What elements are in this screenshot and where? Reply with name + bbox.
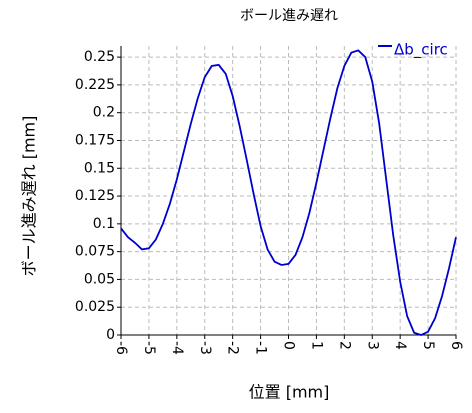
x-tick-label: 2 xyxy=(336,341,352,350)
x-tick-label: 6 xyxy=(448,341,464,350)
y-tick-label: 0.075 xyxy=(75,244,115,260)
y-tick-label: 0.25 xyxy=(84,49,115,65)
legend-label: Δb_circ xyxy=(394,41,448,60)
x-tick-label: 3 xyxy=(364,341,380,350)
x-tick-label: 5 xyxy=(420,341,436,350)
y-tick-label: 0.175 xyxy=(75,132,115,148)
data-line xyxy=(120,49,457,336)
chart-title: ボール進み遅れ xyxy=(240,8,338,24)
y-axis-label: ボール進み遅れ [mm] xyxy=(20,116,39,277)
x-tick-label: -1 xyxy=(253,341,269,355)
x-tick-label: 4 xyxy=(392,341,408,350)
y-tick-label: 0.225 xyxy=(75,77,115,93)
x-tick-label: 0 xyxy=(281,341,297,350)
x-tick-label: -3 xyxy=(197,341,213,355)
x-tick-label: -4 xyxy=(169,341,185,355)
y-tick-label: 0.125 xyxy=(75,188,115,204)
x-axis-label: 位置 [mm] xyxy=(249,383,330,402)
y-tick-label: 0.1 xyxy=(93,216,115,232)
y-tick-label: 0.05 xyxy=(84,271,115,287)
x-tick-label: -2 xyxy=(225,341,241,355)
x-tick-label: 1 xyxy=(308,341,324,350)
y-tick-label: 0.025 xyxy=(75,299,115,315)
y-tick-label: 0.2 xyxy=(93,105,115,121)
x-tick-label: -6 xyxy=(113,341,129,355)
x-tick-label: -5 xyxy=(141,341,157,355)
y-tick-label: 0.15 xyxy=(84,160,115,176)
y-tick-label: 0 xyxy=(106,327,115,343)
